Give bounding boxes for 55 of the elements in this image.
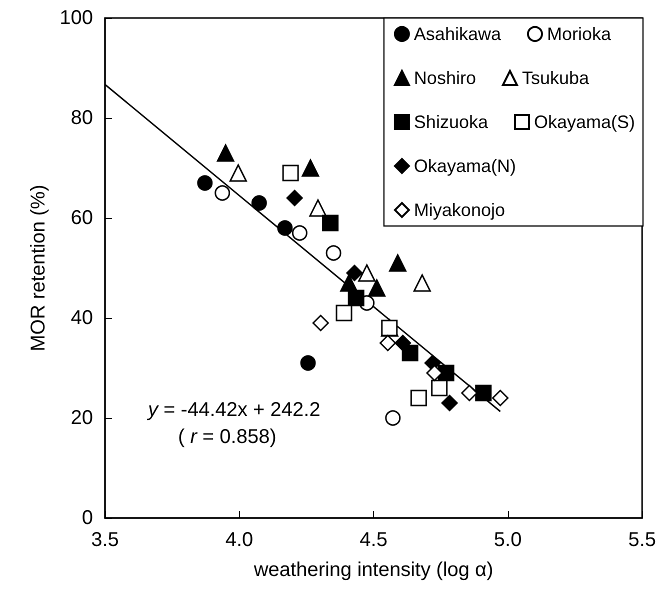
point [251, 195, 267, 211]
point [385, 410, 401, 426]
point [229, 164, 247, 182]
point [282, 164, 299, 182]
legend-label: Shizuoka [414, 112, 489, 132]
point [216, 144, 234, 162]
point [348, 290, 364, 306]
point [441, 394, 458, 412]
point [381, 320, 398, 336]
point [309, 199, 327, 217]
point [322, 214, 339, 232]
point [394, 334, 412, 352]
y-tick-label: 100 [60, 7, 93, 29]
y-axis-title: MOR retention (%) [28, 184, 50, 352]
point [300, 355, 316, 371]
point [197, 175, 213, 191]
x-axis-title: weathering intensity (log α) [252, 559, 494, 581]
x-tick-label: 5.5 [628, 529, 656, 551]
point [358, 264, 376, 282]
point [402, 344, 418, 362]
point [388, 254, 406, 272]
legend-label: Miyakonojo [414, 200, 505, 220]
x-tick-label: 3.5 [91, 529, 119, 551]
point [326, 245, 342, 261]
x-tick-label: 5.0 [494, 529, 522, 551]
annotation: y = -44.42x + 242.2 [146, 399, 320, 421]
point [475, 384, 492, 402]
legend-label: Tsukuba [522, 68, 590, 88]
y-tick-label: 80 [70, 107, 93, 129]
point [368, 279, 386, 297]
point [312, 314, 329, 332]
point [302, 159, 320, 177]
point [431, 380, 448, 396]
point [413, 274, 431, 292]
point [292, 225, 308, 241]
annotation: ( r = 0.858) [178, 426, 276, 448]
point [346, 264, 363, 282]
point [340, 274, 358, 292]
x-tick-label: 4.5 [360, 529, 388, 551]
point [286, 190, 303, 206]
point [336, 304, 352, 322]
legend-label: Asahikawa [414, 24, 502, 44]
legend-label: Morioka [546, 24, 612, 44]
point [492, 390, 509, 406]
y-tick-label: 60 [70, 207, 93, 229]
y-tick-label: 0 [82, 507, 93, 529]
x-tick-label: 4.0 [225, 529, 254, 551]
point [410, 390, 427, 406]
legend-label: Okayama(N) [414, 156, 516, 176]
y-tick-label: 40 [70, 307, 93, 329]
point [277, 220, 293, 236]
legend-label: Noshiro [414, 68, 476, 88]
legend-label: Okayama(S) [534, 112, 636, 132]
point [214, 185, 230, 201]
y-tick-label: 20 [70, 407, 93, 429]
